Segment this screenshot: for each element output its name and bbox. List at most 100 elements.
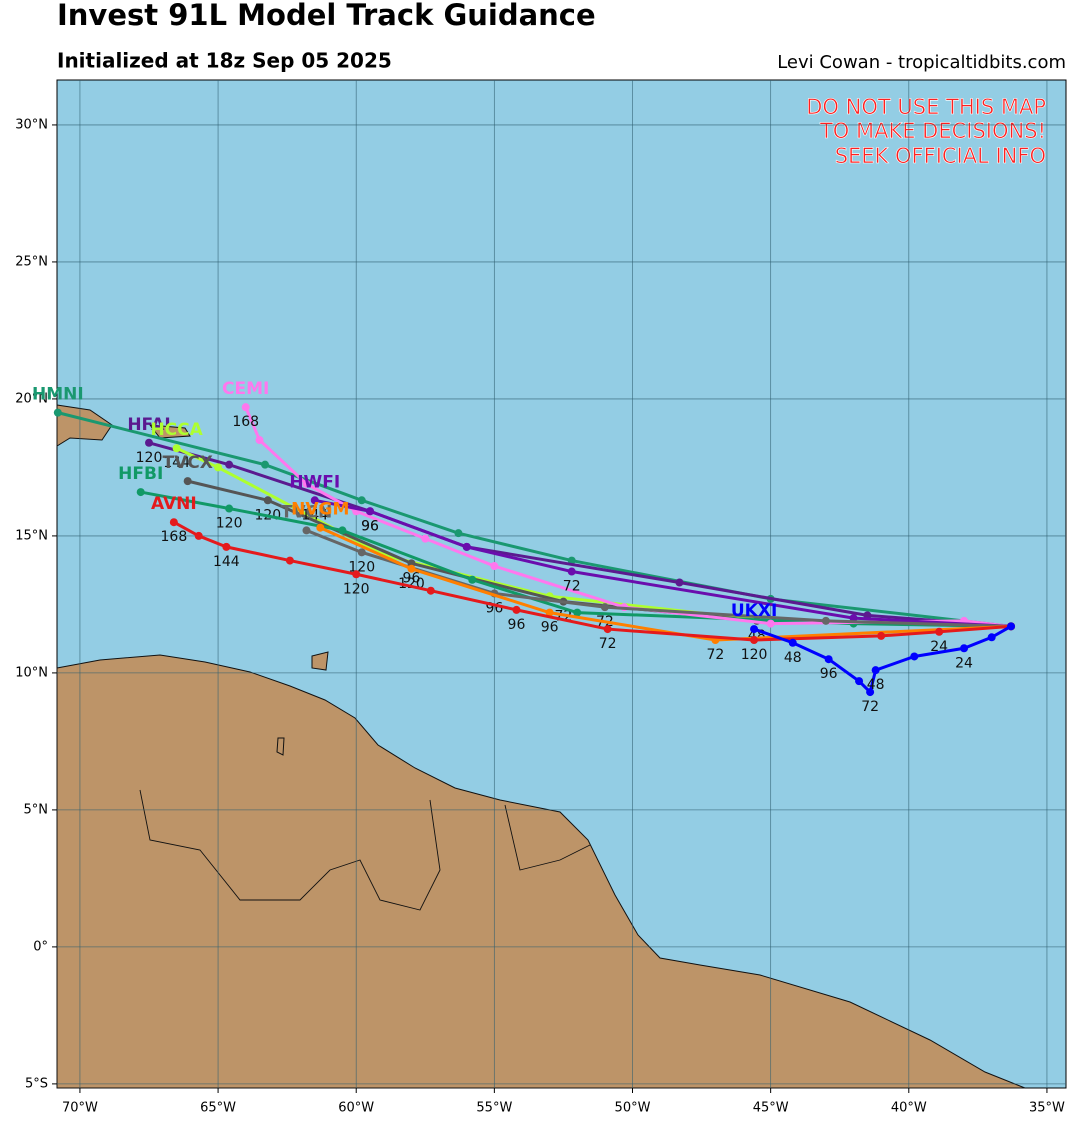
track-point	[788, 638, 797, 647]
track-point	[407, 564, 416, 573]
hour-label: 120	[741, 647, 768, 663]
track-point	[960, 644, 969, 653]
model-name: HWFI	[289, 472, 340, 492]
track-point	[183, 477, 192, 486]
hour-label: 96	[361, 518, 379, 534]
track-point	[766, 619, 775, 628]
hour-label: 120	[136, 450, 163, 466]
model-name: HMNI	[32, 385, 84, 405]
hour-label: 96	[508, 617, 526, 633]
track-point	[750, 636, 759, 645]
track-point	[573, 608, 582, 617]
track-point	[225, 504, 234, 513]
warning-line: DO NOT USE THIS MAP	[806, 95, 1046, 119]
track-point	[871, 666, 880, 675]
y-tick-label: 5°N	[24, 802, 49, 817]
track-point	[53, 408, 62, 417]
x-tick-label: 50°W	[615, 1101, 651, 1116]
track-point	[136, 488, 145, 497]
track-point	[145, 438, 154, 447]
track-point	[426, 586, 435, 595]
y-tick-label: 20°N	[15, 391, 48, 406]
track-point	[169, 518, 178, 527]
title: Invest 91L Model Track Guidance	[57, 0, 596, 32]
warning-line: SEEK OFFICIAL INFO	[835, 144, 1046, 168]
track-point	[567, 556, 576, 565]
model-name: UKXI	[731, 601, 777, 621]
track-point	[255, 436, 264, 445]
hour-label: 72	[861, 699, 879, 715]
track-point	[366, 507, 375, 516]
track-point	[172, 444, 181, 453]
track-line	[314, 498, 1012, 628]
track-point	[357, 496, 366, 505]
track-point	[545, 608, 554, 617]
track-point	[855, 677, 864, 686]
track-point	[352, 570, 361, 579]
x-tick-label: 60°W	[338, 1101, 374, 1116]
model-name: HCCA	[150, 420, 203, 440]
track-point	[302, 526, 311, 535]
hour-label: 144	[163, 455, 190, 471]
hour-label: 96	[820, 666, 838, 682]
track-point	[285, 556, 294, 565]
hour-label: 24	[955, 655, 973, 671]
track-point	[194, 531, 203, 540]
track-point	[821, 616, 830, 625]
hour-label: 96	[541, 620, 559, 636]
hour-label: 168	[232, 414, 259, 430]
track-point	[263, 496, 272, 505]
y-tick-label: 30°N	[15, 117, 48, 132]
track-point	[241, 403, 250, 412]
track-point	[935, 627, 944, 636]
track-point	[357, 548, 366, 557]
x-tick-label: 70°W	[62, 1101, 98, 1116]
track-point	[468, 575, 477, 584]
y-tick-label: 5°S	[25, 1076, 48, 1091]
hour-label: 144	[301, 507, 328, 523]
model-name: HFBI	[118, 464, 163, 484]
model-name: TVCN	[281, 502, 332, 522]
land	[56, 404, 1026, 1089]
track-point	[338, 526, 347, 535]
model-name: HFAI	[127, 415, 170, 435]
track-point	[302, 479, 311, 488]
model-name: TVCX	[163, 453, 213, 473]
track-point	[421, 534, 430, 543]
track-line	[753, 625, 1012, 696]
x-tick-label: 35°W	[1029, 1101, 1065, 1116]
track-line	[305, 529, 1012, 628]
track-point	[454, 529, 463, 538]
track-point	[987, 633, 996, 642]
model-name: AVNI	[151, 494, 197, 514]
track-point	[214, 463, 223, 472]
hour-label: 120	[216, 516, 243, 532]
track-point	[512, 605, 521, 614]
hour-label: 96	[361, 518, 379, 534]
hour-label: 72	[706, 647, 724, 663]
warning: DO NOT USE THIS MAP TO MAKE DECISIONS! S…	[806, 95, 1046, 169]
credit: Levi Cowan - tropicaltidbits.com	[777, 52, 1066, 73]
x-tick-label: 65°W	[200, 1101, 236, 1116]
track-point	[261, 460, 270, 469]
y-tick-label: 0°	[33, 939, 48, 954]
hour-label: 168	[161, 529, 188, 545]
track-point	[866, 688, 875, 697]
track-point	[600, 603, 609, 612]
track-line	[173, 520, 1012, 642]
warning-line: TO MAKE DECISIONS!	[819, 119, 1046, 143]
track-point	[310, 496, 319, 505]
x-tick-label: 55°W	[476, 1101, 512, 1116]
hour-label: 72	[599, 636, 617, 652]
track-point	[316, 523, 325, 532]
hour-label: 72	[563, 579, 581, 595]
track-point	[1007, 622, 1016, 631]
hour-label: 120	[343, 581, 370, 597]
hour-label: 96	[403, 570, 421, 586]
track-point	[750, 625, 759, 634]
x-tick-label: 40°W	[891, 1101, 927, 1116]
subtitle: Initialized at 18z Sep 05 2025	[57, 49, 392, 73]
hour-label: 144	[213, 554, 240, 570]
